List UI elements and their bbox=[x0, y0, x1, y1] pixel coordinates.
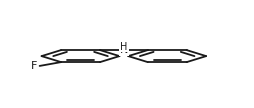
Text: N: N bbox=[120, 45, 128, 55]
Text: F: F bbox=[31, 61, 37, 71]
Text: H: H bbox=[120, 42, 128, 52]
